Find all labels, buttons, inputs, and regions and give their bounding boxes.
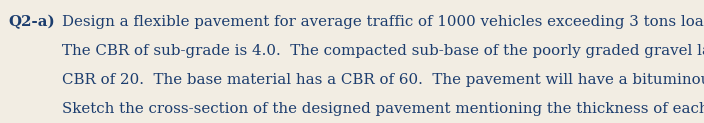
Text: Sketch the cross-section of the designed pavement mentioning the thickness of ea: Sketch the cross-section of the designed… (62, 102, 704, 116)
Text: Q2-a): Q2-a) (8, 15, 55, 29)
Text: The CBR of sub-grade is 4.0.  The compacted sub-base of the poorly graded gravel: The CBR of sub-grade is 4.0. The compact… (62, 44, 704, 58)
Text: CBR of 20.  The base material has a CBR of 60.  The pavement will have a bitumin: CBR of 20. The base material has a CBR o… (62, 73, 704, 87)
Text: Design a flexible pavement for average traffic of 1000 vehicles exceeding 3 tons: Design a flexible pavement for average t… (62, 15, 704, 29)
